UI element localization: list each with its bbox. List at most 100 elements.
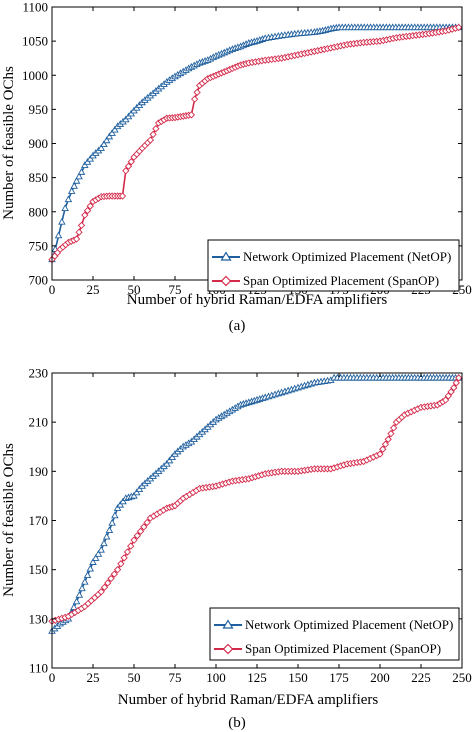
chart-b-legend-marker-netop	[222, 619, 234, 629]
chart-b-point-netop	[165, 456, 174, 464]
chart-a-y-tick-label: 800	[29, 204, 49, 219]
chart-b-y-tick-label: 230	[29, 366, 49, 381]
chart-b-point-netop	[105, 526, 114, 533]
chart-b-y-tick-label: 190	[29, 464, 49, 479]
chart-a-y-tick-label: 750	[29, 238, 49, 253]
chart-a-point-spanop	[187, 111, 196, 119]
chart-a-series-layer	[48, 23, 463, 264]
chart-a-point-spanop	[122, 167, 130, 175]
chart-b-x-tick-label: 0	[49, 670, 56, 685]
chart-b-point-spanop	[376, 450, 384, 458]
chart-b-y-tick-label: 210	[29, 415, 49, 430]
chart-a-point-netop	[72, 176, 81, 184]
chart-b-point-spanop	[455, 374, 463, 382]
chart-b-point-spanop	[136, 527, 145, 535]
chart-a-point-spanop	[86, 202, 94, 210]
chart-b-point-netop	[70, 603, 78, 611]
chart-b-legend-label-netop: Network Optimized Placement (NetOP)	[245, 617, 453, 632]
chart-b-point-netop	[116, 500, 125, 508]
chart-a-point-spanop	[83, 206, 92, 215]
chart-a-point-netop	[100, 140, 108, 148]
chart-b-y-tick-label: 170	[29, 513, 49, 528]
chart-a: 0255075100125150175200225250700750800850…	[1, 0, 472, 334]
chart-b-x-tick-label: 225	[411, 670, 431, 685]
chart-a-point-netop	[108, 129, 116, 136]
chart-b-point-spanop	[381, 440, 390, 448]
chart-a-point-netop	[97, 144, 105, 151]
chart-b-caption: (b)	[228, 715, 246, 731]
chart-b-x-tick-label: 250	[452, 670, 472, 685]
chart-b-point-netop	[86, 564, 95, 572]
chart-b-point-spanop	[387, 430, 395, 438]
chart-b-point-netop	[163, 459, 171, 467]
chart-b-point-spanop	[133, 532, 141, 540]
chart-a-legend-label-netop: Network Optimized Placement (NetOP)	[243, 249, 451, 264]
chart-b-legend-marker-spanop	[222, 643, 234, 655]
chart-b-point-spanop	[130, 536, 138, 544]
chart-b-x-tick-label: 175	[329, 670, 349, 685]
chart-a-plot-frame	[51, 6, 463, 281]
chart-a-y-tick-label: 700	[29, 273, 49, 288]
chart-a-x-tick-label: 75	[169, 282, 182, 297]
chart-a-point-spanop	[72, 235, 81, 243]
chart-b-point-spanop	[447, 388, 455, 396]
chart-b-point-netop	[78, 584, 86, 592]
chart-a-point-netop	[105, 132, 114, 140]
chart-b-point-spanop	[450, 384, 458, 392]
chart-b-point-netop	[89, 558, 97, 565]
chart-a-x-tick-label: 50	[128, 282, 141, 297]
chart-a-point-spanop	[146, 136, 155, 144]
chart-a-point-spanop	[118, 192, 127, 200]
chart-a-point-netop	[54, 231, 63, 239]
chart-a-point-netop	[61, 204, 69, 211]
chart-b-x-tick-label: 125	[247, 670, 267, 685]
chart-a-point-netop	[102, 136, 111, 144]
chart-a-legend-label-spanop: Span Optimized Placement (SpanOP)	[243, 273, 439, 288]
chart-a-y-tick-label: 900	[29, 136, 49, 151]
chart-a-y-tick-label: 950	[29, 102, 49, 117]
chart-b-point-netop	[119, 497, 127, 505]
chart-a-y-axis-label: Number of feasible OChs	[1, 66, 17, 220]
chart-b-point-spanop	[123, 548, 132, 556]
chart-a-x-tick-label: 0	[49, 282, 56, 297]
chart-b-point-netop	[111, 511, 119, 519]
chart-a-legend-marker-netop	[220, 251, 232, 261]
chart-a-point-spanop	[77, 221, 86, 230]
chart-b-point-spanop	[100, 583, 109, 592]
chart-a-point-spanop	[152, 125, 160, 133]
chart-b-point-spanop	[390, 424, 398, 432]
chart-a-point-netop	[86, 154, 95, 162]
chart-b-axes: 0 25 50 75 100 125 150 175 200 225 250 110 130 150 170…	[29, 366, 472, 686]
chart-b-point-spanop	[120, 554, 128, 562]
chart-a-caption: (a)	[229, 318, 246, 334]
chart-b-point-spanop	[117, 560, 125, 568]
chart-b-point-spanop	[127, 542, 135, 550]
chart-b-x-tick-label: 50	[128, 670, 141, 685]
chart-b-point-spanop	[384, 435, 392, 444]
chart-b-point-netop	[100, 539, 108, 547]
chart-b-series-line-spanop	[51, 377, 460, 623]
chart-a-point-spanop	[124, 162, 133, 170]
chart-b-y-tick-label: 110	[29, 661, 48, 676]
chart-b-point-netop	[168, 453, 177, 461]
chart-b-point-spanop	[441, 396, 450, 404]
chart-b-point-netop	[75, 590, 84, 598]
chart-a-point-netop	[64, 195, 73, 203]
chart-b-series-line-netop	[51, 377, 459, 632]
chart-b-x-tick-label: 25	[87, 670, 100, 685]
chart-a-point-spanop	[193, 88, 201, 96]
chart-a-point-spanop	[75, 228, 83, 236]
chart-b-point-spanop	[140, 523, 148, 531]
chart-b-point-spanop	[110, 570, 118, 578]
chart-b-x-tick-label: 150	[288, 670, 308, 685]
chart-b: 0 25 50 75 100 125 150 175 200 225 250 110 130 150 170…	[1, 366, 472, 732]
chart-a-point-spanop	[81, 211, 89, 219]
chart-b-point-netop	[72, 597, 81, 605]
chart-a-legend-box	[207, 239, 460, 292]
chart-b-point-netop	[130, 491, 138, 499]
chart-b-y-tick-label: 130	[29, 611, 49, 626]
chart-b-x-axis-label: Number of hybrid Raman/EDFA amplifiers	[118, 692, 379, 708]
chart-b-point-spanop	[97, 588, 105, 596]
chart-a-point-netop	[81, 161, 89, 168]
